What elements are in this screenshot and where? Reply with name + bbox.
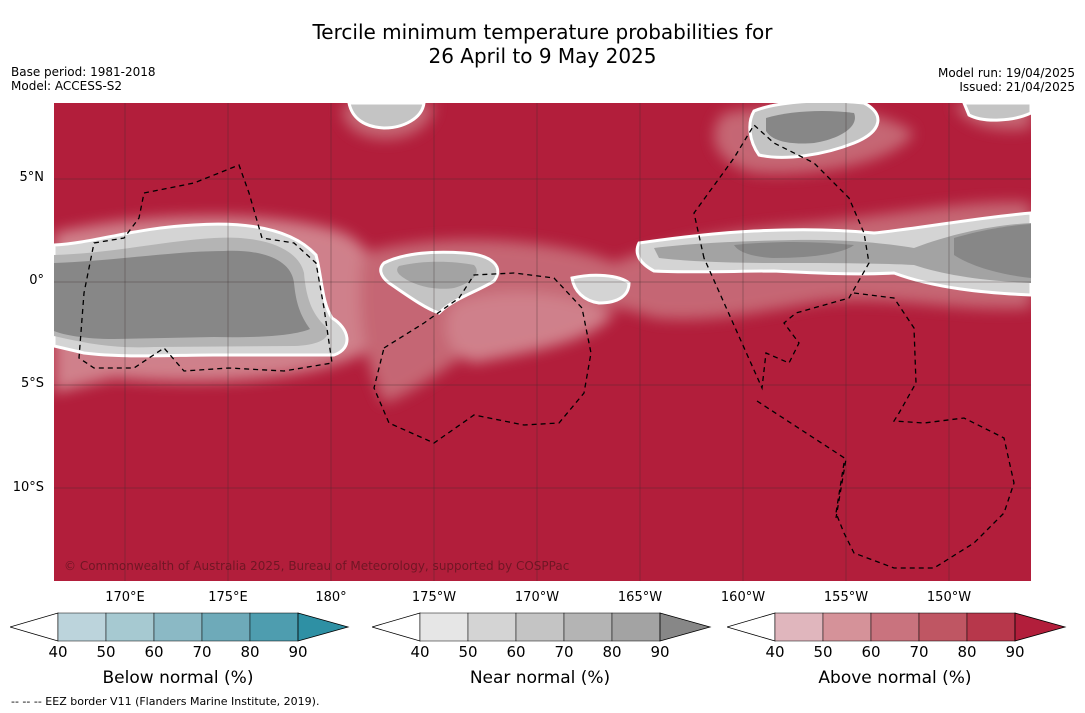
- near-tick: 60: [506, 643, 526, 661]
- below-tick: 70: [192, 643, 212, 661]
- lat-label-5s: 5°S: [20, 376, 44, 391]
- lat-label-10s: 10°S: [12, 480, 44, 495]
- below-tick: 50: [96, 643, 116, 661]
- lon-label-170e: 170°E: [105, 590, 145, 605]
- below-tick: 80: [240, 643, 260, 661]
- near-tick: 90: [650, 643, 670, 661]
- colorbar-near-label: Near normal (%): [469, 668, 611, 688]
- above-tick: 60: [861, 643, 881, 661]
- near-normal-north: [347, 103, 1031, 159]
- issued-date: Issued: 21/04/2025: [959, 80, 1075, 94]
- lon-label-165w: 165°W: [617, 590, 663, 605]
- title-line-1: Tercile minimum temperature probabilitie…: [312, 20, 773, 44]
- below-tick: 60: [144, 643, 164, 661]
- lat-label-eq: 0°: [29, 273, 44, 288]
- near-tick: 80: [602, 643, 622, 661]
- colorbar-above: [727, 612, 1067, 642]
- base-period: Base period: 1981-2018: [11, 65, 156, 79]
- lon-label-175e: 175°E: [208, 590, 248, 605]
- near-normal-east: [635, 211, 1031, 297]
- lon-label-175w: 175°W: [411, 590, 457, 605]
- copyright-notice: © Commonwealth of Australia 2025, Bureau…: [64, 559, 570, 573]
- graticule: [54, 103, 1031, 581]
- map-panel: [54, 103, 1031, 581]
- colorbar-above-label: Above normal (%): [818, 668, 972, 688]
- near-normal-central: [379, 250, 631, 315]
- lon-label-155w: 155°W: [823, 590, 869, 605]
- below-tick: 40: [48, 643, 68, 661]
- colorbar-near: [372, 612, 712, 642]
- meta-left: Base period: 1981-2018 Model: ACCESS-S2: [11, 65, 156, 93]
- map-title: Tercile minimum temperature probabilitie…: [0, 20, 1085, 68]
- model-name: Model: ACCESS-S2: [11, 79, 123, 93]
- below-tick: 90: [288, 643, 308, 661]
- lon-label-180: 180°: [315, 590, 347, 605]
- above-tick: 70: [909, 643, 929, 661]
- lon-label-170w: 170°W: [514, 590, 560, 605]
- model-run: Model run: 19/04/2025: [937, 66, 1075, 80]
- near-tick: 70: [554, 643, 574, 661]
- near-tick: 40: [410, 643, 430, 661]
- near-tick: 50: [458, 643, 478, 661]
- lon-label-150w: 150°W: [926, 590, 972, 605]
- above-tick: 80: [957, 643, 977, 661]
- eez-footnote: -- -- -- EEZ border V11 (Flanders Marine…: [11, 695, 320, 708]
- lat-label-5n: 5°N: [19, 170, 45, 185]
- above-tick: 40: [765, 643, 785, 661]
- above-tick: 50: [813, 643, 833, 661]
- colorbar-below: [10, 612, 350, 642]
- lon-label-160w: 160°W: [720, 590, 766, 605]
- colorbar-below-label: Below normal (%): [102, 668, 254, 688]
- meta-right: Model run: 19/04/2025 Issued: 21/04/2025: [938, 66, 1075, 94]
- eez-borders: [78, 123, 1015, 569]
- above-tick: 90: [1005, 643, 1025, 661]
- title-line-2: 26 April to 9 May 2025: [428, 44, 657, 68]
- near-normal-west: [54, 222, 349, 358]
